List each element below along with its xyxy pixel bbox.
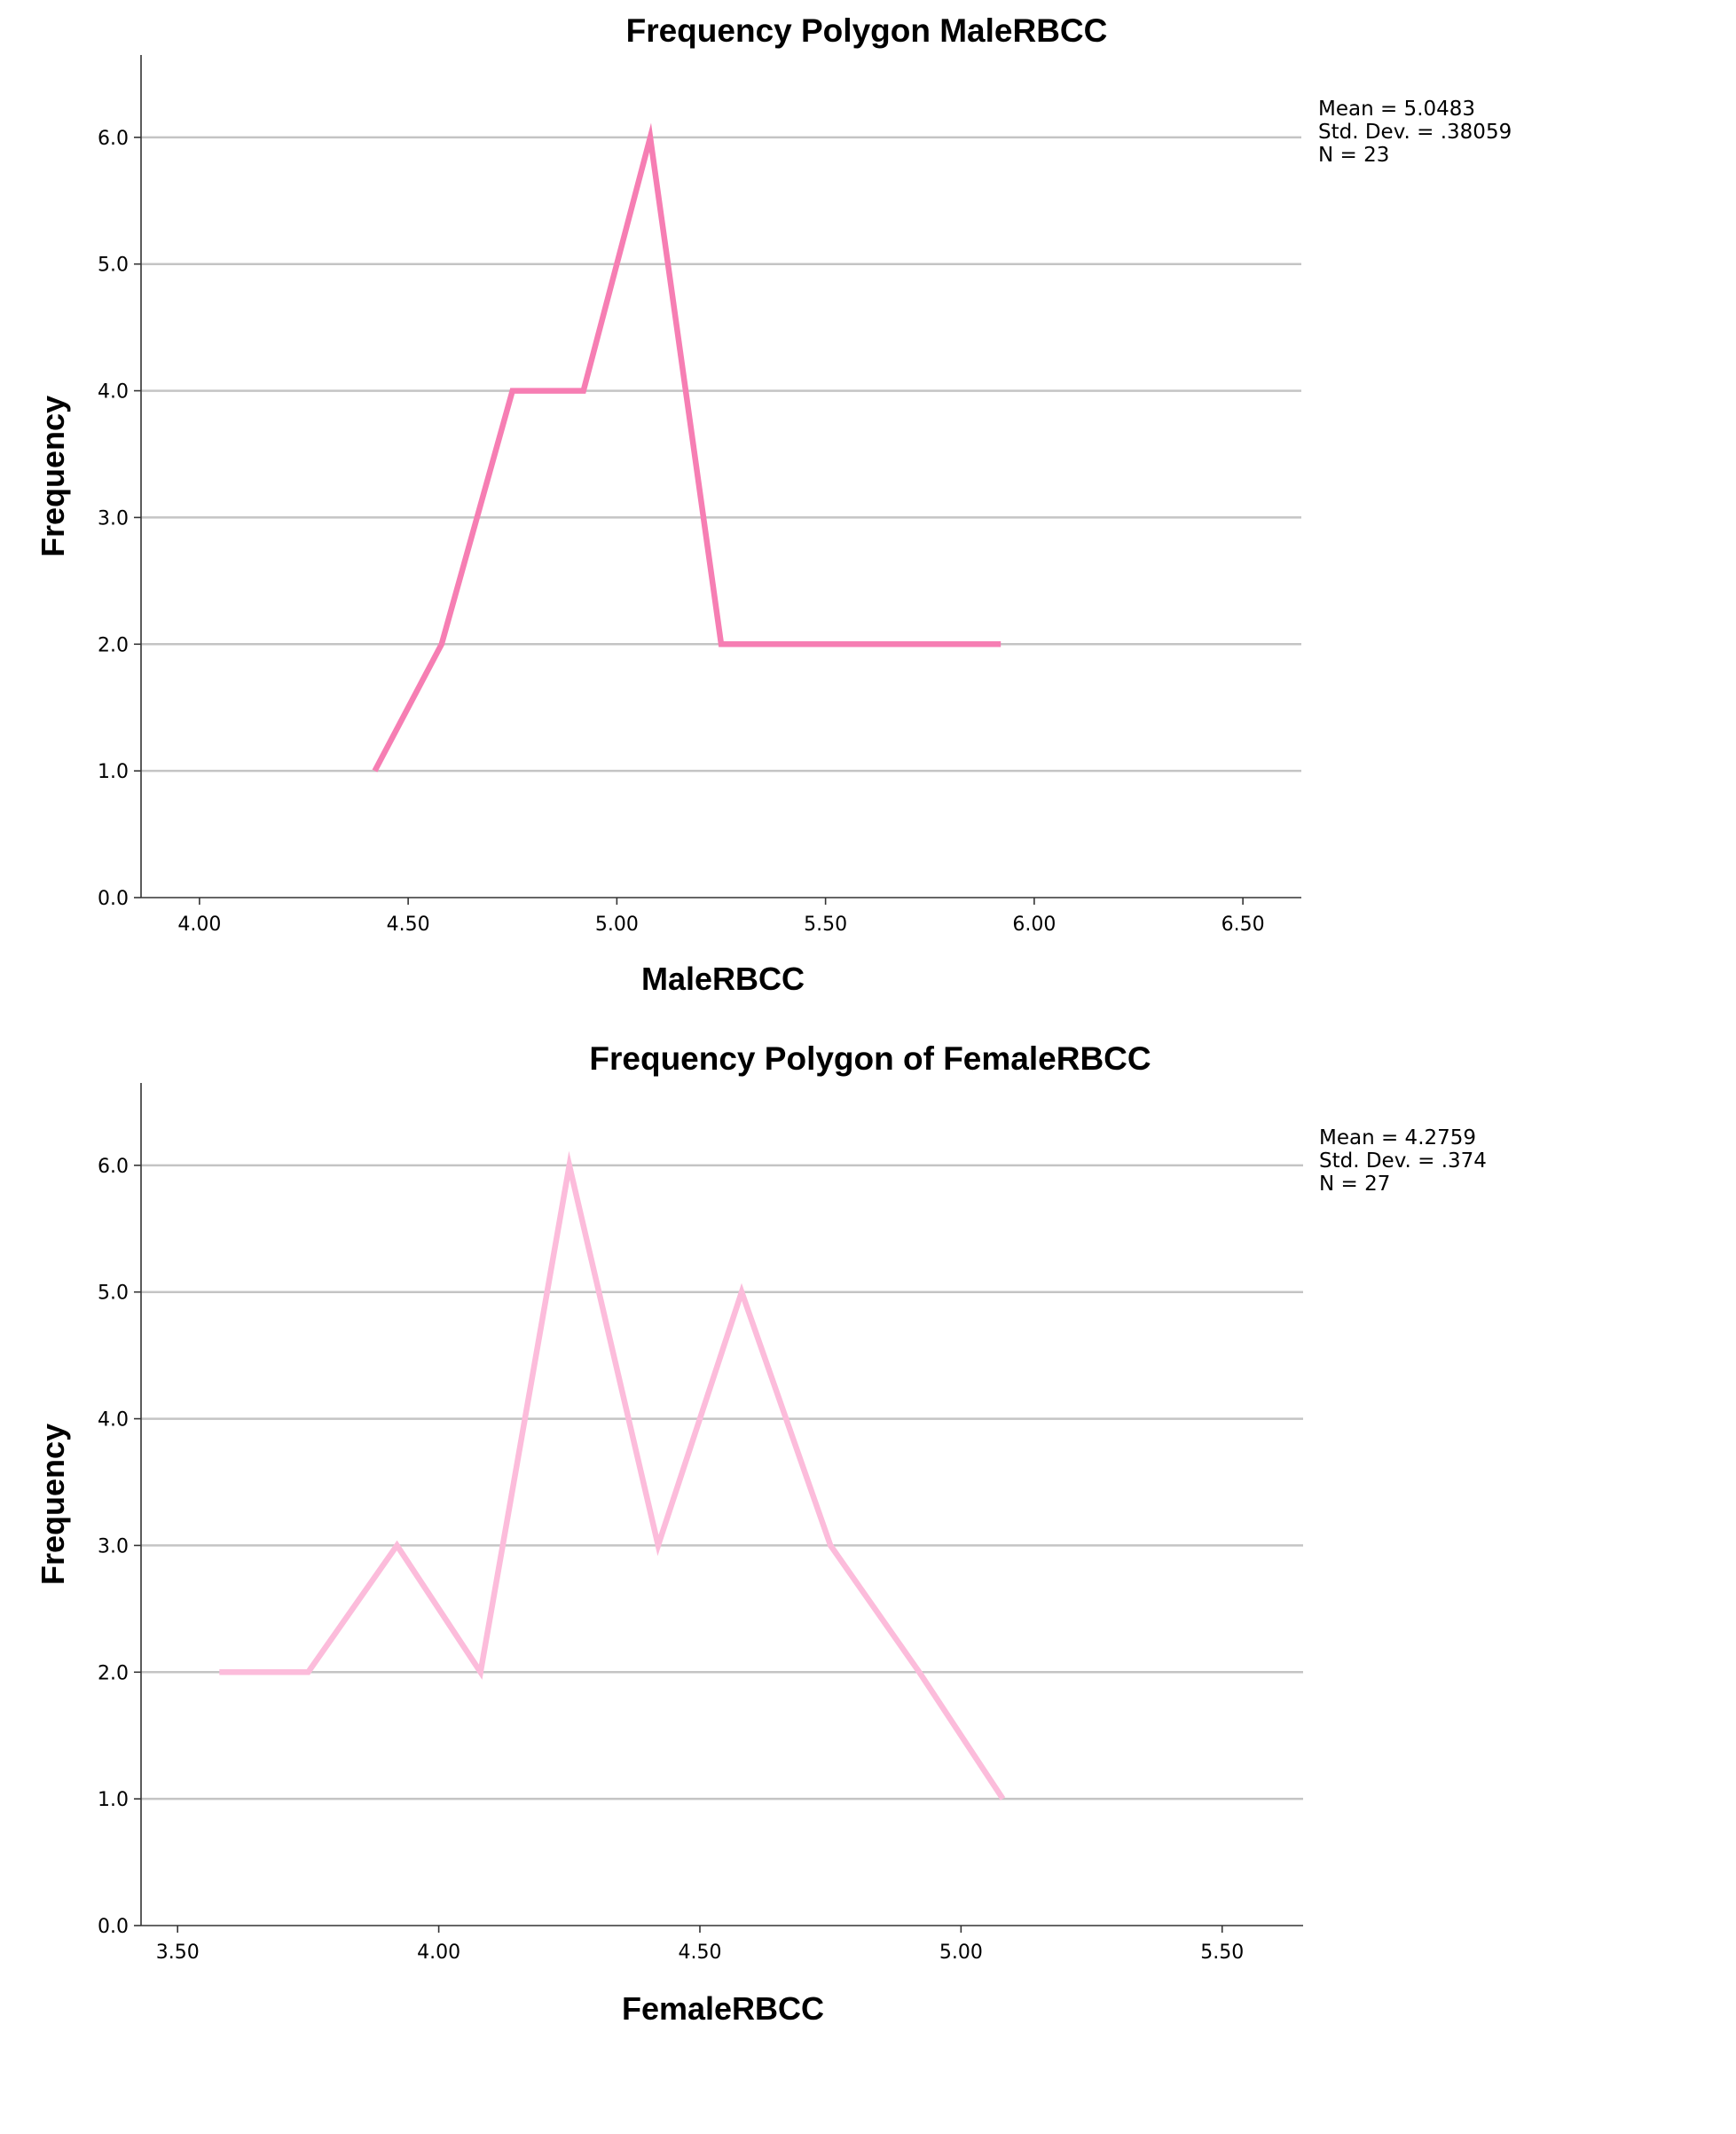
y-axis-label: Frequency — [35, 396, 71, 557]
x-tick-label: 5.50 — [1200, 1942, 1244, 1964]
x-axis-label: FemaleRBCC — [622, 1990, 824, 2027]
y-tick-label: 6.0 — [98, 128, 129, 150]
x-tick-label: 3.50 — [156, 1942, 200, 1964]
series-layer — [219, 1150, 1006, 1801]
frequency-polygon-line — [219, 1150, 1006, 1801]
series-layer — [372, 122, 1002, 773]
y-tick-label: 4.0 — [98, 381, 129, 404]
x-tick-label: 5.00 — [595, 914, 639, 936]
x-tick-label: 4.00 — [417, 1942, 460, 1964]
stat-mean: Mean = 5.0483 — [1318, 98, 1475, 121]
x-ticks: 3.50 4.00 4.50 5.00 5.50 — [156, 1926, 1244, 1964]
y-tick-label: 0.0 — [98, 1916, 129, 1938]
x-axis-label: MaleRBCC — [641, 961, 805, 997]
y-tick-label: 5.0 — [98, 1283, 129, 1305]
x-tick-label: 6.00 — [1012, 914, 1056, 936]
stat-std-dev: Std. Dev. = .38059 — [1318, 121, 1512, 144]
stat-mean: Mean = 4.2759 — [1319, 1126, 1476, 1149]
y-ticks: 0.0 1.0 2.0 3.0 4.0 5.0 6.0 — [98, 128, 141, 910]
grid-lines — [141, 136, 1301, 773]
y-tick-label: 2.0 — [98, 1662, 129, 1684]
frequency-polygon-line — [372, 122, 1002, 773]
stat-n: N = 27 — [1319, 1173, 1390, 1196]
y-axis-label: Frequency — [35, 1424, 71, 1585]
stat-std-dev: Std. Dev. = .374 — [1319, 1149, 1487, 1173]
x-tick-label: 4.50 — [387, 914, 430, 936]
y-tick-label: 4.0 — [98, 1409, 129, 1432]
y-tick-label: 6.0 — [98, 1156, 129, 1178]
x-tick-label: 6.50 — [1221, 914, 1265, 936]
chart-title: Frequency Polygon MaleRBCC — [626, 12, 1108, 49]
y-tick-label: 1.0 — [98, 761, 129, 783]
y-tick-label: 1.0 — [98, 1789, 129, 1811]
x-tick-label: 5.50 — [804, 914, 847, 936]
y-tick-label: 2.0 — [98, 634, 129, 656]
grid-lines — [141, 1164, 1303, 1801]
x-tick-label: 4.50 — [678, 1942, 721, 1964]
y-tick-label: 3.0 — [98, 507, 129, 530]
x-tick-label: 5.00 — [939, 1942, 983, 1964]
stat-n: N = 23 — [1318, 144, 1389, 167]
x-tick-label: 4.00 — [177, 914, 221, 936]
chart-female-rbcc: Frequency Polygon of FemaleRBCC 0.0 1.0 2.… — [35, 1040, 1487, 2027]
y-tick-label: 3.0 — [98, 1535, 129, 1557]
chart-male-rbcc: Frequency Polygon MaleRBCC 0.0 1.0 2.0 3.0 4… — [35, 12, 1512, 997]
y-tick-label: 0.0 — [98, 888, 129, 910]
y-tick-label: 5.0 — [98, 255, 129, 277]
y-ticks: 0.0 1.0 2.0 3.0 4.0 5.0 6.0 — [98, 1156, 141, 1938]
x-ticks: 4.00 4.50 5.00 5.50 6.00 6.50 — [177, 898, 1265, 936]
chart-title: Frequency Polygon of FemaleRBCC — [589, 1040, 1151, 1077]
